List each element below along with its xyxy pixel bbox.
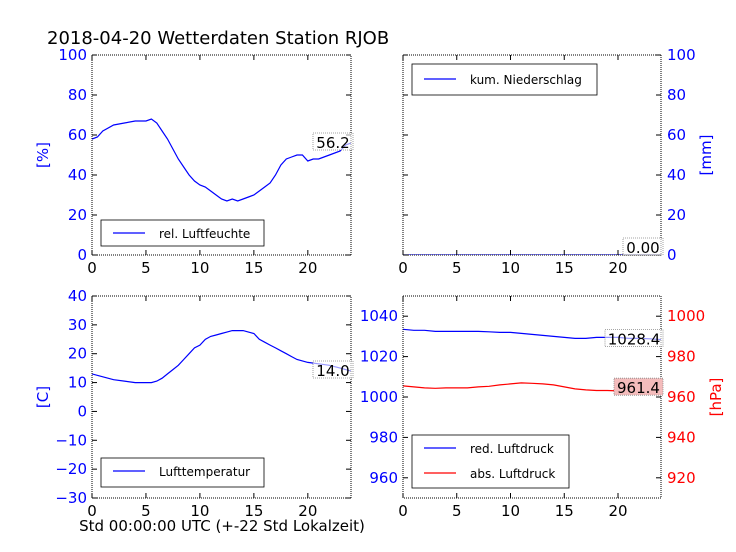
chart-title: 2018-04-20 Wetterdaten Station RJOB [47,28,389,49]
annotation-label: 0.00 [626,239,659,257]
x-tick-label: 0 [87,502,97,520]
x-tick-label: 20 [608,259,627,277]
y-tick-label: 40 [68,287,87,305]
x-tick-label: 5 [141,259,151,277]
y-tick-label: 10 [68,374,87,392]
x-tick-label: 15 [244,502,263,520]
x-tick-label: 10 [190,259,209,277]
x-tick-label: 15 [555,502,574,520]
annotation-label: 961.4 [617,379,660,397]
legend-label: red. Luftdruck [470,442,554,456]
y-tick-label: 20 [68,206,87,224]
y-tick-label: 100 [58,46,87,64]
series-line-humidity-0 [92,118,351,202]
y-axis-label: [mm] [697,135,715,176]
annotation-box [312,360,354,379]
y-tick-label: 20 [68,345,87,363]
panel-precipitation: 0 5 10 15 20 0 20 40 60 80 100 [mm] 0.00 kum. Nieders… [398,46,715,277]
y-axis-label: [C] [34,386,52,408]
y-tick-label-right: 980 [667,348,696,366]
y-tick-label: 1000 [360,388,398,406]
y-tick-label: 80 [68,86,87,104]
x-tick-label: 10 [501,259,520,277]
legend-box [100,457,265,488]
x-tick-label: 0 [398,502,408,520]
panel-pressure: 0 5 10 15 20 960 980 1000 1020 1040 920 940 960 980 10… [360,295,725,520]
legend-label: kum. Niederschlag [470,73,582,87]
y-tick-label: 1040 [360,307,398,325]
y-tick-label: −20 [55,460,87,478]
annotation-label: 56.2 [316,134,349,152]
plot-frame [91,54,352,256]
x-tick-label: 5 [452,259,462,277]
legend-label: Lufttemperatur [159,465,250,479]
panel-humidity: 0 5 10 15 20 0 20 40 60 80 100 [%] 56.2 rel. Luftfeuc… [34,46,354,277]
x-tick-label: 20 [298,502,317,520]
y-tick-label-right: 40 [667,166,686,184]
x-tick-label: 20 [298,259,317,277]
x-tick-label: 15 [244,259,263,277]
x-tick-label: 15 [555,259,574,277]
y-tick-label-right: 100 [667,46,696,64]
legend-box [411,434,570,489]
y-tick-label-right: 80 [667,86,686,104]
y-tick-label: 40 [68,166,87,184]
y-tick-label-right: 960 [667,388,696,406]
x-tick-label: 10 [501,502,520,520]
y-tick-label: 0 [77,246,87,264]
plot-frame [91,295,352,499]
annotation-box [622,237,664,256]
x-tick-label: 10 [190,502,209,520]
y-tick-label-right: 1000 [667,307,705,325]
series-line-temperature-0 [92,330,351,384]
x-tick-label: 0 [87,259,97,277]
y-tick-label-right: 940 [667,428,696,446]
x-axis-label: Std 00:00:00 UTC (+-22 Std Lokalzeit) [79,517,365,535]
y-tick-label: −30 [55,489,87,507]
x-tick-label: 5 [141,502,151,520]
y-tick-label-right: 920 [667,469,696,487]
legend-label: abs. Luftdruck [470,467,555,481]
y-tick-label-right: 0 [667,246,677,264]
x-tick-label: 5 [452,502,462,520]
y-axis-label: [%] [34,142,52,168]
y-tick-label: 30 [68,316,87,334]
y-tick-label: 1020 [360,348,398,366]
y-axis-label-right: [hPa] [707,378,725,417]
annotation-label: 14.0 [316,362,349,380]
panel-temperature: 0 5 10 15 20 −30 −20 −10 0 10 20 30 40 [C] 14.0 Lufttem… [34,287,354,520]
y-tick-label: 980 [369,428,398,446]
y-tick-label: −10 [55,431,87,449]
annotation-box [312,132,354,151]
x-tick-label: 20 [608,502,627,520]
y-tick-label: 0 [77,402,87,420]
y-tick-label-right: 20 [667,206,686,224]
y-tick-label-right: 60 [667,126,686,144]
y-tick-label: 960 [369,469,398,487]
annotation-box [604,329,664,348]
annotation-label: 1028.4 [608,331,661,349]
x-tick-label: 0 [398,259,408,277]
plot-frame [402,54,662,256]
annotation-box [613,377,664,396]
y-tick-label: 60 [68,126,87,144]
legend-label: rel. Luftfeuchte [159,227,250,241]
